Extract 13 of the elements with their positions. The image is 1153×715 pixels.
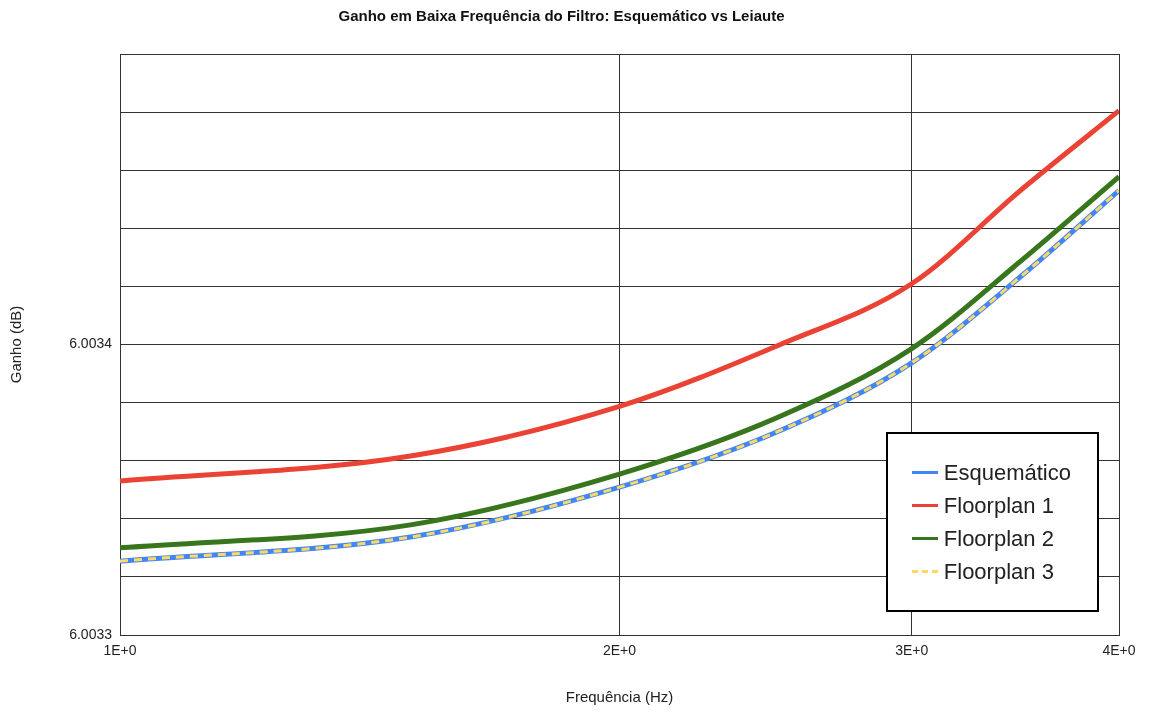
legend-label: Floorplan 3 (943, 558, 1054, 585)
chart-title: Ganho em Baixa Frequência do Filtro: Esquemático vs Leiaute (338, 7, 785, 25)
y-tick-label: 6.0034 (69, 335, 113, 352)
x-tick-label: 2E+0 (602, 642, 637, 659)
x-tick-label: 4E+0 (1102, 642, 1136, 659)
legend-label: Esquemático (943, 459, 1071, 486)
x-axis-title: Frequência (Hz) (565, 688, 674, 706)
x-tick-label: 3E+0 (895, 642, 929, 659)
legend-label: Floorplan 2 (943, 525, 1054, 552)
y-axis-title: Ganho (dB) (7, 305, 25, 384)
legend-label: Floorplan 1 (943, 492, 1054, 519)
y-tick-label: 6.0033 (69, 625, 113, 642)
x-tick-label: 1E+0 (103, 642, 137, 659)
